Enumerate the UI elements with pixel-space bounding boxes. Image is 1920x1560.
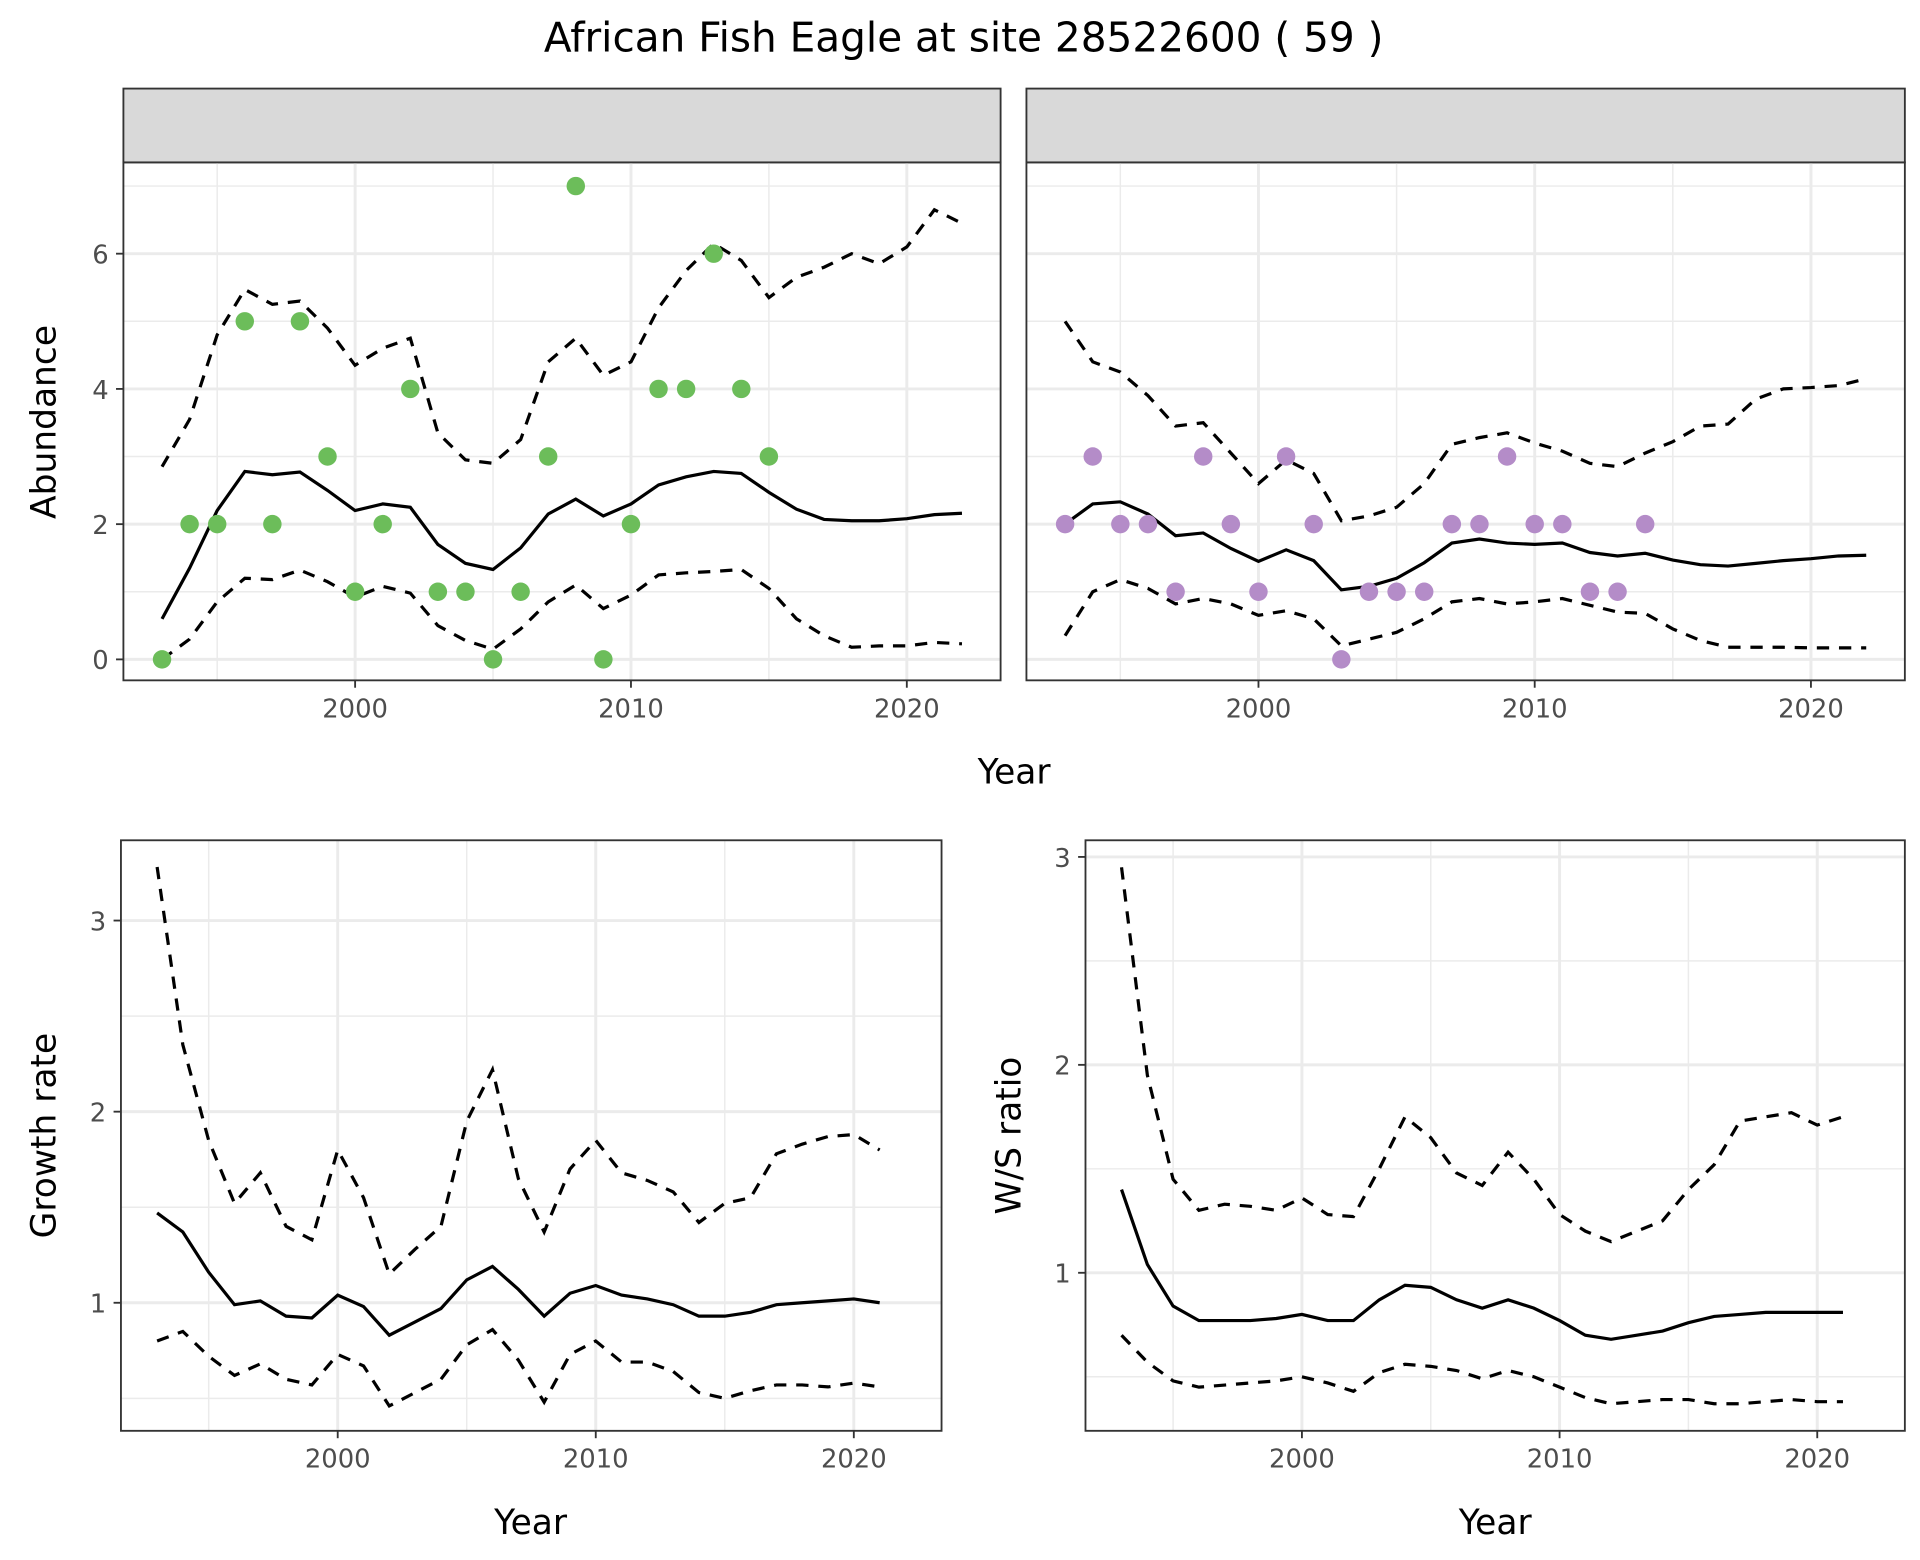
lower-bound-line xyxy=(1120,1334,1843,1406)
data-point xyxy=(1470,514,1489,534)
data-point xyxy=(1193,447,1213,466)
x-tick-label: 2020 xyxy=(1784,1445,1850,1475)
data-point xyxy=(1553,514,1572,534)
x-tick-label: 2020 xyxy=(1778,694,1844,724)
data-point xyxy=(180,514,199,534)
data-point xyxy=(483,650,503,669)
mean-line xyxy=(1120,1189,1843,1341)
data-point xyxy=(1635,514,1655,534)
data-point xyxy=(1442,514,1462,534)
data-point xyxy=(594,650,613,669)
data-point xyxy=(1221,514,1241,534)
data-point xyxy=(1083,447,1102,466)
data-point xyxy=(511,582,530,601)
data-point xyxy=(538,447,558,466)
panel-summer: 2000 2010 2020 0 2 4 6 xyxy=(92,87,1002,724)
y-axis-label-abundance: Abundance xyxy=(25,325,65,519)
chart-title: African Fish Eagle at site 28522600 ( 59… xyxy=(544,14,1384,62)
x-tick-label: 2010 xyxy=(1502,694,1568,724)
mean-line xyxy=(1064,500,1867,592)
x-tick-label: 2000 xyxy=(1269,1445,1335,1475)
y-tick-label: 1 xyxy=(90,1290,106,1320)
lower-bound-line xyxy=(156,1327,880,1409)
y-axis-label-growth: Growth rate xyxy=(25,1033,65,1239)
data-point xyxy=(676,379,696,399)
panel-border xyxy=(122,161,1002,682)
data-point xyxy=(1525,514,1544,534)
x-tick-label: 2020 xyxy=(821,1445,887,1475)
y-tick-label: 0 xyxy=(92,646,108,676)
data-point xyxy=(566,176,586,196)
data-point xyxy=(345,582,365,601)
data-point xyxy=(1580,582,1600,601)
panel-winter: 2000 2010 2020 xyxy=(1025,87,1906,724)
data-point xyxy=(1359,582,1379,601)
y-tick-label: 3 xyxy=(90,907,106,937)
data-point xyxy=(152,650,172,669)
data-point xyxy=(235,312,255,331)
panel-border xyxy=(1084,839,1906,1432)
data-point xyxy=(1055,514,1075,534)
lower-bound-line xyxy=(1063,577,1867,650)
x-tick-label: 2010 xyxy=(598,694,664,724)
data-point xyxy=(207,514,227,534)
data-point xyxy=(1414,582,1434,601)
data-point xyxy=(401,379,420,399)
data-point xyxy=(1166,582,1185,601)
y-axis-label-ws: W/S ratio xyxy=(989,1057,1029,1215)
data-point xyxy=(621,514,641,534)
upper-bound-line xyxy=(1119,867,1844,1244)
x-tick-label: 2000 xyxy=(322,694,388,724)
data-point xyxy=(704,244,723,263)
data-point xyxy=(263,514,282,534)
x-axis-label-growth: Year xyxy=(493,1503,568,1543)
y-tick-label: 2 xyxy=(92,511,108,541)
y-tick-label: 6 xyxy=(92,241,108,271)
data-point xyxy=(1387,582,1406,601)
mean-line xyxy=(156,1211,880,1338)
x-tick-label: 2020 xyxy=(874,694,940,724)
data-point xyxy=(456,582,475,601)
data-point xyxy=(373,514,392,534)
x-axis-label-ws: Year xyxy=(1458,1503,1533,1543)
facet-strip xyxy=(1025,87,1906,164)
data-point xyxy=(290,312,310,331)
x-tick-label: 2010 xyxy=(563,1445,629,1475)
data-point xyxy=(428,582,448,601)
x-tick-label: 2000 xyxy=(305,1445,371,1475)
data-point xyxy=(1276,447,1296,466)
data-point xyxy=(1249,582,1268,601)
y-tick-label: 3 xyxy=(1054,844,1070,874)
data-point xyxy=(1111,514,1130,534)
facet-strip xyxy=(122,87,1002,164)
upper-bound-line xyxy=(1063,320,1867,523)
data-point xyxy=(649,379,668,399)
lower-bound-line xyxy=(161,567,963,661)
mean-line xyxy=(160,469,963,620)
y-tick-label: 2 xyxy=(1054,1052,1070,1082)
panel-wsratio: 2000 2010 2020 1 2 3 xyxy=(1054,839,1906,1475)
upper-bound-line xyxy=(160,207,963,468)
data-point xyxy=(1608,582,1627,601)
panel-growthrate: 2000 2010 2020 1 2 3 xyxy=(90,839,943,1475)
data-point xyxy=(318,447,337,466)
data-point xyxy=(1332,650,1351,669)
data-point xyxy=(732,379,751,399)
upper-bound-line xyxy=(155,866,881,1277)
data-point xyxy=(759,447,779,466)
y-tick-label: 1 xyxy=(1054,1260,1070,1290)
data-point xyxy=(1304,514,1323,534)
x-tick-label: 2010 xyxy=(1527,1445,1593,1475)
y-tick-label: 2 xyxy=(90,1099,106,1129)
y-tick-label: 4 xyxy=(92,376,108,406)
x-axis-label-top: Year xyxy=(977,753,1052,793)
x-tick-label: 2000 xyxy=(1226,694,1292,724)
data-point xyxy=(1138,514,1158,534)
panel-border xyxy=(120,839,943,1432)
panel-border xyxy=(1025,161,1906,682)
data-point xyxy=(1497,447,1517,466)
